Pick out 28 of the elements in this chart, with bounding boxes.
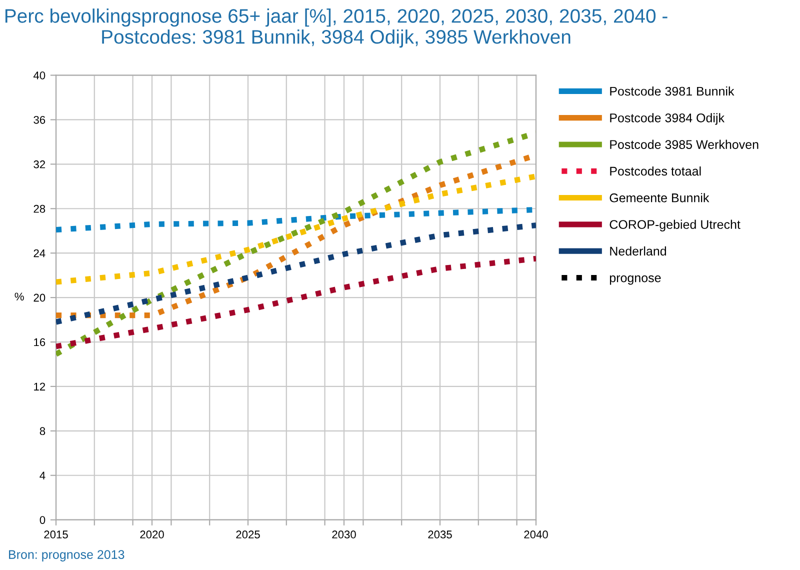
chart-title: Perc bevolkingsprognose 65+ jaar [%], 2015, 2020, 2025, 2030, 2035, 2040 - Postcodes: 3981 Bunnik, 3984 Odijk, 3985 Werkhoven — [5, 8, 668, 48]
legend-label: Postcode 3981 Bunnik — [610, 86, 734, 96]
y-tick-label: 4 — [40, 472, 46, 480]
y-tick-label: 36 — [34, 116, 46, 124]
legend-label: COROP-gebied Utrecht — [610, 220, 740, 232]
legend-label: Postcodes totaal — [610, 166, 701, 176]
x-tick-label: 2025 — [236, 530, 260, 538]
y-tick-label: 40 — [33, 72, 46, 80]
x-tick-label: 2015 — [44, 530, 68, 538]
y-tick-label: 0 — [40, 516, 46, 524]
y-tick-label: 8 — [40, 427, 46, 436]
x-tick-label: 2020 — [140, 530, 164, 538]
legend-label: Postcode 3984 Odijk — [610, 113, 725, 125]
x-tick-label: 2035 — [428, 530, 452, 538]
y-tick-label: 28 — [34, 204, 46, 213]
y-tick-label: 32 — [34, 160, 46, 168]
y-tick-label: 20 — [34, 294, 46, 302]
y-tick-label: 12 — [34, 382, 46, 390]
y-axis-title: % — [14, 292, 24, 300]
y-tick-label: 24 — [34, 249, 46, 258]
legend-label: prognose — [610, 275, 661, 285]
text: Bron: prognose 2013 — [9, 550, 124, 562]
legend-label: Postcode 3985 Werkhoven — [610, 140, 758, 149]
legend-label: Gemeente Bunnik — [610, 193, 710, 202]
legend-label: Nederland — [610, 246, 666, 256]
x-tick-label: 2030 — [332, 530, 356, 538]
y-tick-label: 16 — [34, 338, 46, 346]
x-tick-label: 2040 — [524, 530, 548, 538]
